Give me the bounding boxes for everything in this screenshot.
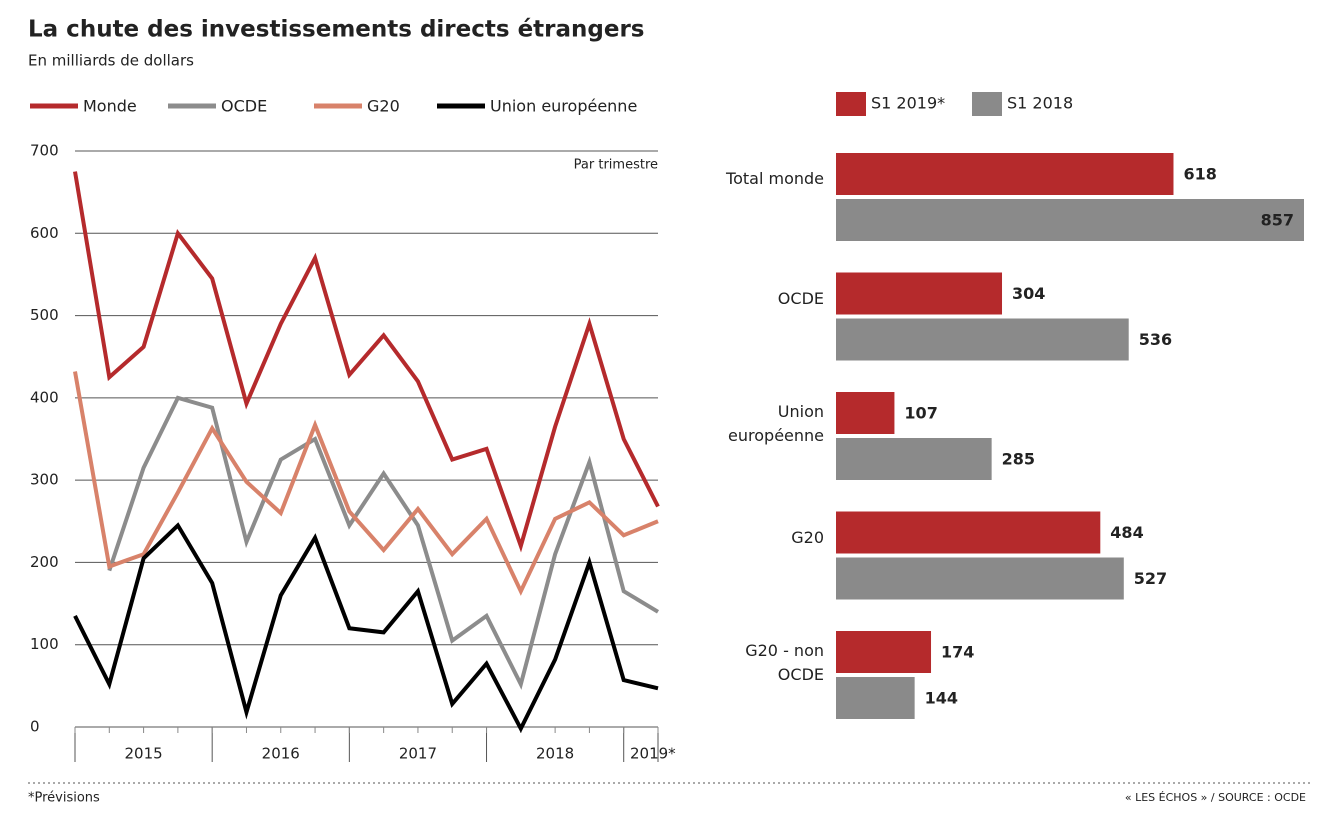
x-tick-label: 2017 xyxy=(399,745,437,763)
value-label: 484 xyxy=(1110,523,1143,542)
footnote: *Prévisions xyxy=(28,791,100,806)
legend-label: G20 xyxy=(367,97,400,116)
value-label: 144 xyxy=(925,689,958,708)
legend-label: Monde xyxy=(83,97,137,116)
x-tick-label: 2018 xyxy=(536,745,574,763)
y-tick-label: 400 xyxy=(30,388,59,406)
legend-label: S1 2018 xyxy=(1007,94,1073,113)
y-tick-label: 500 xyxy=(30,306,59,324)
bar xyxy=(836,438,992,480)
bar xyxy=(836,153,1174,195)
line-series xyxy=(73,522,659,734)
y-tick-label: 100 xyxy=(30,635,59,653)
bar xyxy=(836,318,1129,361)
value-label: 285 xyxy=(1002,450,1035,469)
legend-swatch xyxy=(972,92,1002,116)
source: « LES ÉCHOS » / SOURCE : OCDE xyxy=(1125,791,1306,804)
bar xyxy=(836,199,1304,241)
x-tick-label: 2016 xyxy=(262,745,300,763)
annotation: Par trimestre xyxy=(574,158,658,173)
y-tick-label: 700 xyxy=(30,142,59,160)
category-label: Total monde xyxy=(726,169,824,188)
category-label: Union européenne xyxy=(728,402,824,445)
legend-label: Union européenne xyxy=(490,97,637,116)
y-tick-label: 600 xyxy=(30,224,59,242)
legend-label: OCDE xyxy=(221,97,267,116)
bar xyxy=(836,557,1124,600)
value-label: 174 xyxy=(941,643,974,662)
subtitle: En milliards de dollars xyxy=(28,52,194,70)
x-tick-label: 2015 xyxy=(124,745,162,763)
line-series xyxy=(73,371,659,596)
value-label: 536 xyxy=(1139,330,1172,349)
bar xyxy=(836,392,895,434)
y-tick-label: 0 xyxy=(30,718,40,736)
bar xyxy=(836,677,915,719)
title: La chute des investissements directs étr… xyxy=(28,17,645,43)
y-tick-label: 300 xyxy=(30,471,59,489)
bar xyxy=(836,272,1003,315)
bar xyxy=(836,511,1101,554)
legend-label: S1 2019* xyxy=(871,94,945,113)
category-label: OCDE xyxy=(777,288,824,308)
value-label: 527 xyxy=(1134,569,1167,588)
value-label: 107 xyxy=(904,404,937,423)
x-tick-label: 2019* xyxy=(630,745,676,763)
value-label: 857 xyxy=(1261,211,1294,230)
line-series xyxy=(73,171,660,553)
bar xyxy=(836,631,932,673)
line-series xyxy=(107,395,660,690)
y-tick-label: 200 xyxy=(30,553,59,571)
value-label: 618 xyxy=(1183,165,1216,184)
legend-swatch xyxy=(836,92,866,116)
category-label: G20 xyxy=(791,527,824,547)
value-label: 304 xyxy=(1012,284,1045,303)
category-label: G20 - non OCDE xyxy=(745,641,824,684)
